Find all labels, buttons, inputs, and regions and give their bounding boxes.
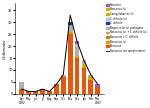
Bar — [47, 91, 52, 94]
Bar — [61, 75, 66, 77]
Bar — [95, 87, 100, 94]
Bar — [68, 34, 73, 94]
Bar — [75, 44, 80, 46]
Legend: Rotavirus, Rotavirus (u), Campylobacter (u), C. difficile (u), C. difficile, Neg: Rotavirus, Rotavirus (u), Campylobacter … — [106, 3, 147, 53]
Bar — [68, 32, 73, 34]
Bar — [75, 56, 80, 58]
Bar — [75, 58, 80, 94]
Bar — [68, 25, 73, 32]
Bar — [33, 91, 38, 94]
Bar — [61, 77, 66, 94]
Bar — [82, 68, 86, 94]
Bar — [88, 75, 93, 77]
Bar — [88, 79, 93, 94]
Bar — [68, 22, 73, 25]
Bar — [75, 46, 80, 56]
Bar — [54, 84, 59, 94]
Bar — [20, 82, 24, 89]
Bar — [75, 41, 80, 44]
Bar — [20, 89, 24, 94]
Bar — [95, 84, 100, 87]
Y-axis label: Outbreaks: Outbreaks — [3, 38, 7, 59]
Bar — [88, 77, 93, 79]
Bar — [40, 89, 45, 94]
Bar — [26, 91, 31, 94]
Bar — [82, 65, 86, 68]
Bar — [82, 60, 86, 65]
